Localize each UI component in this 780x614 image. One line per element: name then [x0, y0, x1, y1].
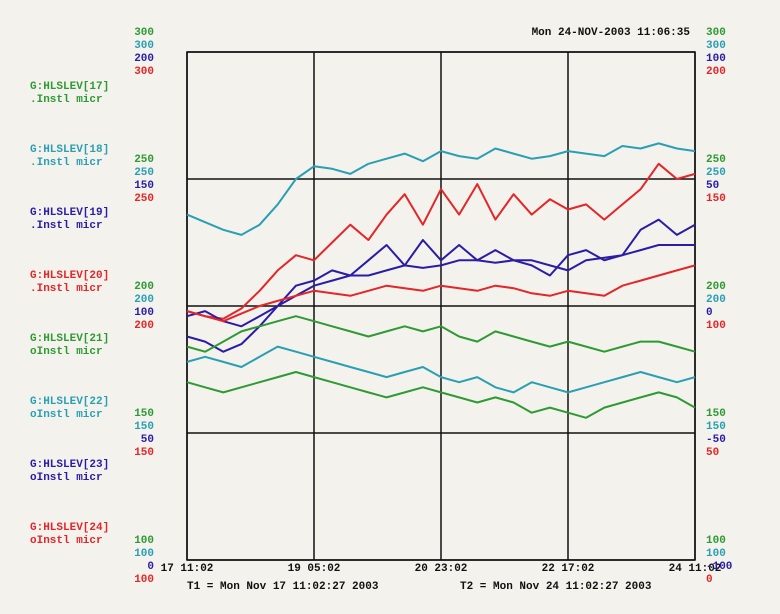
y-tick-label: 200: [134, 53, 154, 65]
series-description: oInstl micr: [30, 472, 103, 484]
series-name: G:HLSLEV[19]: [30, 207, 109, 219]
series-name: G:HLSLEV[23]: [30, 459, 109, 471]
series-description: oInstl micr: [30, 346, 103, 358]
x-tick-label: 24 11:02: [669, 563, 722, 575]
y-tick-label: 100: [706, 548, 726, 560]
y-tick-label: 150: [706, 408, 726, 420]
y-tick-label: 300: [706, 40, 726, 52]
y-tick-label: 0: [706, 307, 713, 319]
series-line: [186, 264, 696, 323]
series-line: [186, 162, 696, 320]
y-tick-label: 200: [706, 281, 726, 293]
t2-label: T2 = Mon Nov 24 11:02:27 2003: [460, 581, 652, 593]
y-tick-label: 50: [706, 447, 719, 459]
y-tick-label: -100: [706, 561, 732, 573]
series-line: [186, 244, 695, 328]
x-tick-label: 20 23:02: [415, 563, 468, 575]
series-line: [186, 345, 696, 394]
series-line: [186, 218, 696, 353]
series-name: G:HLSLEV[21]: [30, 333, 109, 345]
y-tick-label: 200: [706, 66, 726, 78]
y-tick-label: 100: [706, 320, 726, 332]
series-name: G:HLSLEV[22]: [30, 396, 109, 408]
y-tick-label: 250: [134, 193, 154, 205]
y-tick-label: 150: [134, 180, 154, 192]
y-tick-label: 100: [706, 535, 726, 547]
series-name: G:HLSLEV[18]: [30, 144, 109, 156]
y-tick-label: 200: [706, 294, 726, 306]
y-tick-label: 100: [706, 53, 726, 65]
y-tick-label: 100: [134, 307, 154, 319]
y-tick-label: 200: [134, 294, 154, 306]
x-tick-label: 19 05:02: [288, 563, 341, 575]
y-tick-label: 150: [134, 408, 154, 420]
series-name: G:HLSLEV[20]: [30, 270, 109, 282]
y-tick-label: 200: [134, 281, 154, 293]
x-tick-label: 17 11:02: [161, 563, 214, 575]
y-tick-label: 300: [134, 40, 154, 52]
y-tick-label: 0: [147, 561, 154, 573]
t1-label: T1 = Mon Nov 17 11:02:27 2003: [187, 581, 379, 593]
y-tick-label: 100: [134, 535, 154, 547]
y-tick-label: 250: [706, 167, 726, 179]
series-description: oInstl micr: [30, 409, 103, 421]
y-tick-label: 50: [141, 434, 154, 446]
y-tick-label: 150: [706, 421, 726, 433]
y-tick-label: 250: [134, 154, 154, 166]
y-tick-label: 150: [706, 193, 726, 205]
y-tick-label: 150: [134, 421, 154, 433]
y-tick-label: 200: [134, 320, 154, 332]
y-tick-label: 100: [134, 548, 154, 560]
y-tick-label: 150: [134, 447, 154, 459]
series-description: .Instl micr: [30, 157, 103, 169]
y-tick-label: -50: [706, 434, 726, 446]
series-name: G:HLSLEV[17]: [30, 81, 109, 93]
y-tick-label: 250: [706, 154, 726, 166]
series-description: oInstl micr: [30, 535, 103, 547]
series-name: G:HLSLEV[24]: [30, 522, 109, 534]
series-line: [186, 315, 696, 353]
y-tick-label: 300: [134, 66, 154, 78]
x-tick-label: 22 17:02: [542, 563, 595, 575]
series-line: [186, 142, 696, 236]
series-description: .Instl micr: [30, 220, 103, 232]
y-tick-label: 0: [706, 574, 713, 586]
y-tick-label: 50: [706, 180, 719, 192]
series-description: .Instl micr: [30, 283, 103, 295]
series-description: .Instl micr: [30, 94, 103, 106]
timestamp: Mon 24-NOV-2003 11:06:35: [532, 27, 691, 39]
y-tick-label: 300: [134, 27, 154, 39]
y-tick-label: 250: [134, 167, 154, 179]
y-tick-label: 300: [706, 27, 726, 39]
series-line: [186, 371, 696, 419]
y-tick-label: 100: [134, 574, 154, 586]
